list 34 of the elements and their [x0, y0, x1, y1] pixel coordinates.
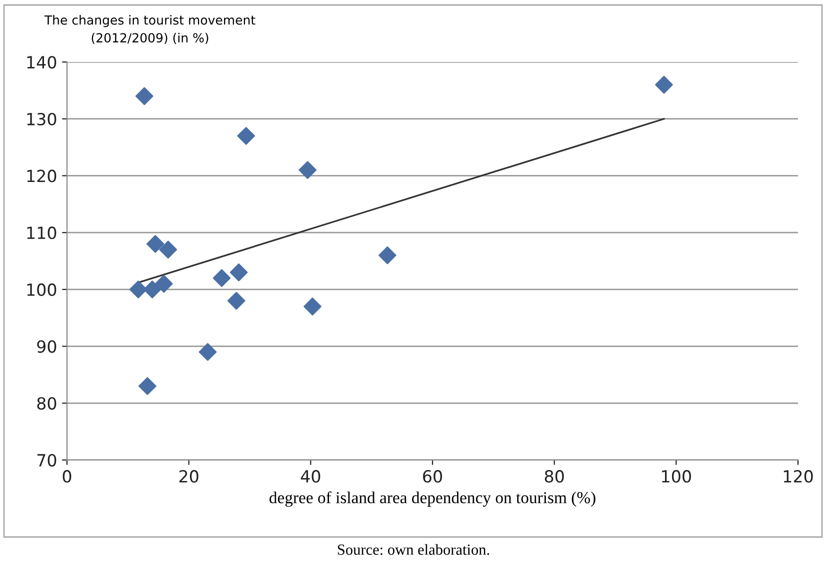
point [198, 343, 217, 361]
point [227, 292, 246, 310]
point [655, 76, 673, 94]
y-tick-label: 140 [27, 56, 56, 69]
point [143, 280, 162, 298]
point [129, 280, 148, 298]
y-tick-label: 90 [37, 340, 56, 353]
source-note: Source: own elaboration. [338, 544, 490, 555]
point [138, 377, 156, 395]
y-tick-label: 100 [27, 283, 56, 296]
y-tick-label: 110 [27, 226, 56, 240]
x-tick-label: 40 [300, 470, 320, 483]
point [230, 263, 248, 282]
x-tick-label: 80 [544, 470, 564, 483]
x-axis-title: degree of island area dependency on tourism (%) [270, 491, 596, 507]
point [237, 127, 256, 145]
x-tick-label: 100 [662, 470, 691, 483]
point [298, 161, 317, 179]
point [135, 87, 154, 106]
point [146, 235, 164, 253]
x-tick-label: 0 [62, 470, 72, 483]
y-tick-label: 80 [37, 397, 56, 410]
y-tick-label: 70 [37, 454, 56, 467]
y-tick-label: 130 [27, 112, 56, 126]
point [212, 269, 231, 287]
point [378, 246, 396, 264]
x-tick-label: 120 [784, 470, 813, 483]
point [154, 274, 173, 293]
x-tick-label: 60 [423, 470, 442, 483]
point [159, 240, 178, 259]
x-tick-label: 20 [179, 470, 198, 483]
y-tick-label: 120 [27, 170, 56, 182]
point [304, 298, 322, 316]
chart-title: The changes in tourist movement (2012/2009) (in %) [44, 15, 256, 44]
